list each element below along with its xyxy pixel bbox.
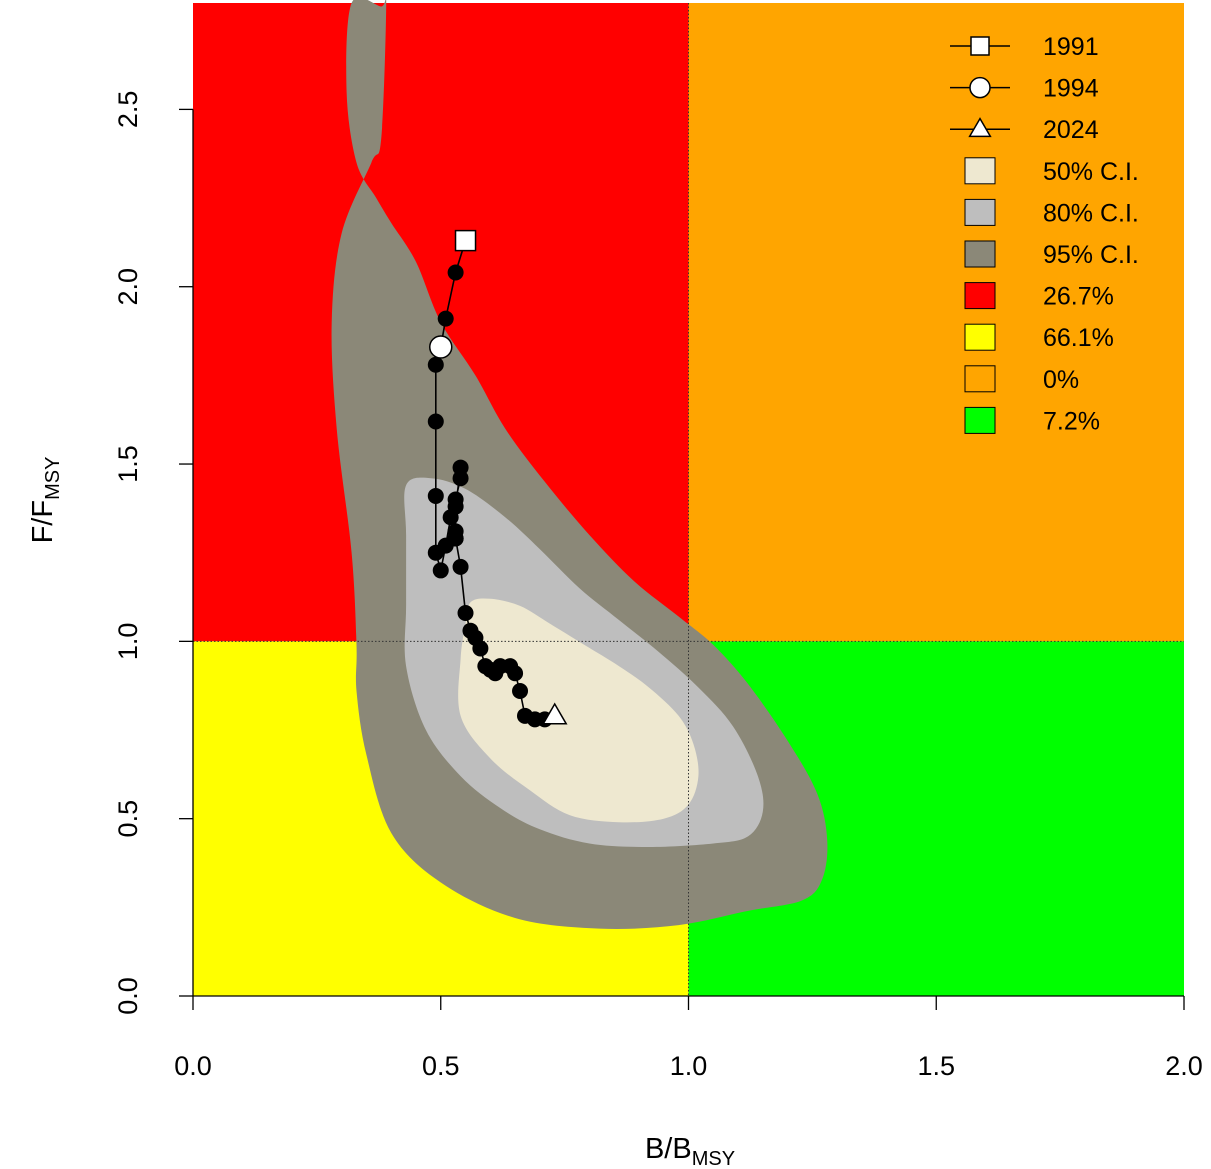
legend-entry: 7.2%	[964, 406, 1100, 435]
legend-swatch	[964, 157, 996, 185]
trajectory-point	[427, 487, 444, 504]
quadrant-backgrounds	[193, 3, 1184, 996]
legend-entry: 2024	[950, 116, 1099, 144]
x-axis-title-main: B/B	[645, 1133, 692, 1165]
legend-label: 2024	[1043, 116, 1099, 144]
trajectory-point	[437, 310, 454, 327]
legend-entry: 50% C.I.	[964, 157, 1139, 186]
legend-entry: 66.1%	[964, 323, 1114, 352]
trajectory-point	[452, 459, 469, 476]
y-axis-title-main: F/F	[27, 500, 59, 544]
legend-entry: 26.7%	[964, 282, 1114, 311]
legend-label: 95% C.I.	[1043, 241, 1139, 269]
trajectory-point	[427, 356, 444, 373]
legend-swatch	[964, 240, 996, 268]
ci-region-50	[458, 598, 699, 823]
legend-label: 26.7%	[1043, 283, 1114, 311]
trajectory-point	[427, 413, 444, 430]
trajectory-point	[447, 530, 464, 547]
y-tick-label: 1.5	[113, 445, 143, 483]
legend-swatch	[964, 323, 996, 351]
x-axis-title-sub: MSY	[692, 1148, 735, 1169]
reference-lines	[193, 3, 1184, 996]
legend-swatch	[964, 198, 996, 226]
legend-entry: 0%	[964, 365, 1079, 394]
y-tick-label: 2.5	[113, 91, 143, 129]
axes: 0.0 0.5 1.0 1.5 2.0 0.0 0.5 1.0 1.5 2.0 2.5	[113, 91, 1203, 1081]
legend-swatch	[964, 406, 996, 434]
legend-symbol-triangle	[968, 117, 992, 138]
legend-entry: 1991	[950, 33, 1099, 61]
legend-entry: 1994	[950, 75, 1099, 103]
trajectory-point	[432, 562, 449, 579]
trajectory-point	[447, 498, 464, 515]
trajectory-point	[472, 640, 489, 657]
x-tick-label: 2.0	[1165, 1051, 1203, 1081]
marker-2024	[541, 702, 568, 725]
y-axis-title-sub: MSY	[42, 457, 64, 500]
legend-symbol-square	[970, 36, 990, 56]
legend-entry: 95% C.I.	[964, 240, 1139, 269]
legend: 1991 1994 2024 50% C.I. 80% C.I. 95% C.I. 26.7…	[950, 33, 1139, 435]
trajectory-point	[452, 558, 469, 575]
trajectory-point	[457, 604, 474, 621]
legend-swatch	[964, 282, 996, 310]
year-markers	[429, 229, 568, 725]
stock-trajectory	[427, 240, 555, 728]
legend-label: 1991	[1043, 33, 1099, 61]
y-tick-label: 0.5	[113, 800, 143, 838]
marker-1994	[429, 335, 453, 359]
legend-entry: 80% C.I.	[964, 198, 1139, 227]
y-tick-label: 1.0	[113, 623, 143, 661]
quadrant-overfishing-not-overfished	[688, 3, 1184, 642]
trajectory-point	[512, 683, 529, 700]
legend-symbol-circle	[969, 76, 991, 99]
y-tick-label: 2.0	[113, 268, 143, 306]
legend-label: 1994	[1043, 75, 1099, 103]
legend-label: 0%	[1043, 366, 1079, 394]
trajectory-point	[447, 264, 464, 281]
trajectory-point	[507, 665, 524, 682]
x-tick-label: 1.5	[917, 1051, 955, 1081]
legend-label: 66.1%	[1043, 324, 1114, 352]
x-tick-label: 0.5	[422, 1051, 460, 1081]
x-tick-label: 1.0	[670, 1051, 708, 1081]
legend-label: 50% C.I.	[1043, 158, 1139, 186]
y-tick-label: 0.0	[113, 977, 143, 1015]
y-axis-title: F/FMSY	[27, 457, 64, 544]
x-tick-label: 0.0	[174, 1051, 212, 1081]
confidence-regions	[331, 0, 828, 929]
x-axis-title: B/BMSY	[645, 1133, 735, 1169]
legend-label: 7.2%	[1043, 407, 1100, 435]
legend-swatch	[964, 365, 996, 393]
legend-label: 80% C.I.	[1043, 199, 1139, 227]
marker-1991	[454, 229, 477, 252]
